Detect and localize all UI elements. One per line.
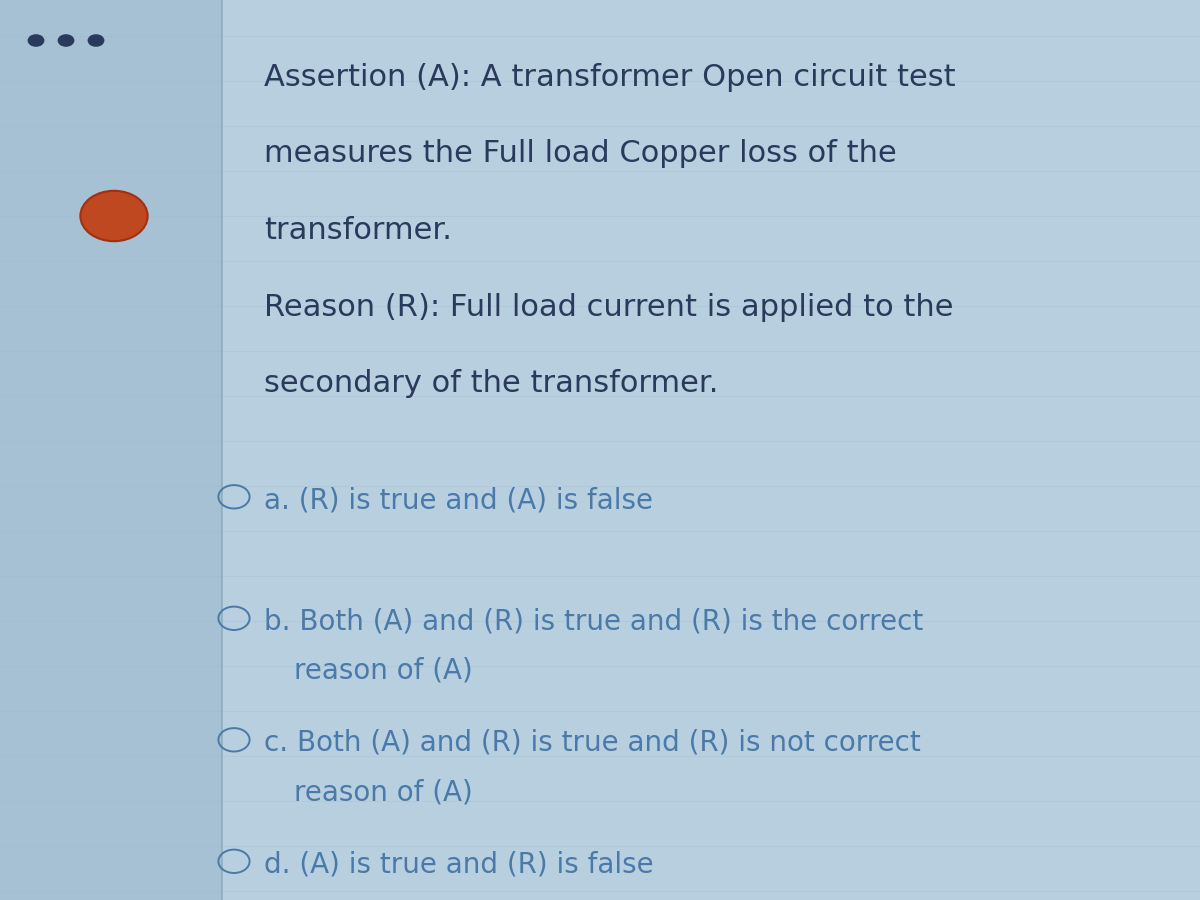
Text: transformer.: transformer.	[264, 216, 452, 245]
Text: measures the Full load Copper loss of the: measures the Full load Copper loss of th…	[264, 140, 896, 168]
Text: a. (R) is true and (A) is false: a. (R) is true and (A) is false	[264, 486, 653, 514]
Text: c. Both (A) and (R) is true and (R) is not correct: c. Both (A) and (R) is true and (R) is n…	[264, 729, 920, 757]
Text: secondary of the transformer.: secondary of the transformer.	[264, 369, 719, 398]
Circle shape	[80, 191, 148, 241]
FancyBboxPatch shape	[0, 0, 222, 900]
Text: b. Both (A) and (R) is true and (R) is the correct: b. Both (A) and (R) is true and (R) is t…	[264, 608, 923, 635]
Text: reason of (A): reason of (A)	[294, 657, 473, 685]
Text: Reason (R): Full load current is applied to the: Reason (R): Full load current is applied…	[264, 292, 954, 321]
Text: reason of (A): reason of (A)	[294, 778, 473, 806]
Text: Assertion (A): A transformer Open circuit test: Assertion (A): A transformer Open circui…	[264, 63, 955, 92]
Text: d. (A) is true and (R) is false: d. (A) is true and (R) is false	[264, 850, 654, 878]
Circle shape	[28, 34, 44, 47]
Circle shape	[88, 34, 104, 47]
Circle shape	[58, 34, 74, 47]
